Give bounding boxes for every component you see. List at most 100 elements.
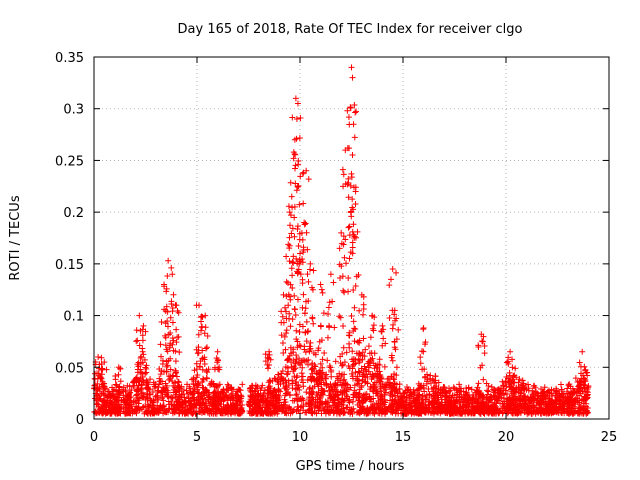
- data-point: [578, 397, 585, 404]
- data-point: [199, 323, 206, 330]
- data-point: [499, 378, 506, 385]
- data-point: [499, 409, 506, 416]
- data-point: [368, 356, 375, 363]
- data-point: [318, 286, 325, 293]
- data-point: [136, 397, 143, 404]
- data-point: [341, 289, 348, 296]
- data-point: [289, 114, 296, 121]
- data-point: [537, 386, 544, 393]
- data-point: [294, 269, 301, 276]
- data-point: [310, 320, 317, 327]
- data-point: [281, 333, 288, 340]
- data-point: [355, 397, 362, 404]
- data-point: [324, 408, 331, 415]
- data-point: [194, 390, 201, 397]
- data-point: [198, 313, 205, 320]
- data-point: [144, 401, 151, 408]
- data-point: [506, 372, 513, 379]
- data-point: [278, 332, 285, 339]
- data-point: [479, 394, 486, 401]
- data-point: [308, 366, 315, 373]
- data-point: [297, 250, 303, 257]
- data-point: [142, 328, 149, 335]
- data-point: [305, 356, 312, 363]
- data-point: [350, 286, 357, 293]
- data-point: [470, 394, 477, 401]
- data-point: [173, 393, 180, 400]
- data-point: [334, 373, 341, 380]
- data-point: [189, 390, 196, 397]
- data-point: [506, 394, 513, 401]
- data-point: [388, 352, 395, 359]
- data-point: [394, 390, 401, 397]
- data-point: [310, 350, 317, 357]
- data-point: [261, 387, 268, 394]
- data-point: [303, 318, 310, 325]
- data-point: [217, 401, 224, 408]
- data-point: [307, 401, 314, 408]
- data-point: [392, 346, 399, 353]
- data-point: [274, 406, 281, 413]
- data-point: [495, 410, 502, 417]
- data-point: [367, 395, 374, 402]
- data-point: [113, 397, 120, 404]
- data-point: [414, 408, 421, 415]
- data-point: [283, 390, 290, 397]
- data-point: [283, 253, 290, 260]
- data-point: [387, 390, 394, 397]
- data-point: [286, 209, 293, 216]
- data-point: [440, 403, 447, 410]
- data-point: [317, 322, 324, 329]
- data-point: [300, 383, 307, 390]
- data-point: [325, 399, 332, 406]
- data-point: [287, 222, 294, 229]
- data-point: [296, 135, 303, 142]
- data-point: [278, 376, 285, 383]
- data-point: [481, 350, 488, 357]
- data-point: [495, 397, 502, 404]
- x-tick-label: 20: [498, 430, 515, 445]
- data-point: [399, 394, 406, 401]
- data-point: [218, 397, 225, 404]
- data-point: [333, 381, 340, 388]
- data-point: [389, 266, 396, 273]
- data-point: [431, 401, 438, 408]
- data-point: [490, 393, 497, 400]
- data-point: [217, 410, 224, 417]
- data-point: [92, 381, 99, 388]
- data-point: [443, 393, 450, 400]
- data-point: [202, 396, 209, 403]
- data-point: [145, 381, 152, 388]
- data-point: [498, 394, 505, 401]
- data-point: [246, 398, 253, 405]
- data-point: [299, 256, 306, 263]
- data-point: [575, 408, 582, 415]
- data-point: [340, 233, 347, 240]
- data-point: [275, 387, 282, 394]
- data-point: [351, 338, 358, 345]
- data-point: [364, 409, 371, 416]
- data-point: [496, 390, 503, 397]
- data-point: [162, 342, 169, 349]
- data-point: [345, 114, 352, 121]
- data-point: [134, 366, 141, 373]
- data-point: [488, 383, 495, 390]
- data-point: [417, 360, 424, 367]
- data-point: [172, 348, 179, 355]
- data-point: [199, 347, 206, 354]
- data-point: [349, 348, 356, 355]
- data-point: [295, 243, 302, 250]
- data-point: [285, 302, 292, 309]
- data-point: [388, 408, 395, 415]
- data-point: [202, 388, 209, 395]
- data-point: [545, 410, 552, 417]
- data-point: [412, 396, 419, 403]
- data-point: [511, 407, 518, 414]
- data-point: [323, 371, 330, 378]
- data-point: [292, 95, 299, 102]
- data-point: [356, 369, 363, 376]
- data-point: [351, 134, 358, 141]
- data-point: [317, 360, 324, 367]
- data-point: [315, 380, 322, 387]
- data-point: [304, 271, 311, 278]
